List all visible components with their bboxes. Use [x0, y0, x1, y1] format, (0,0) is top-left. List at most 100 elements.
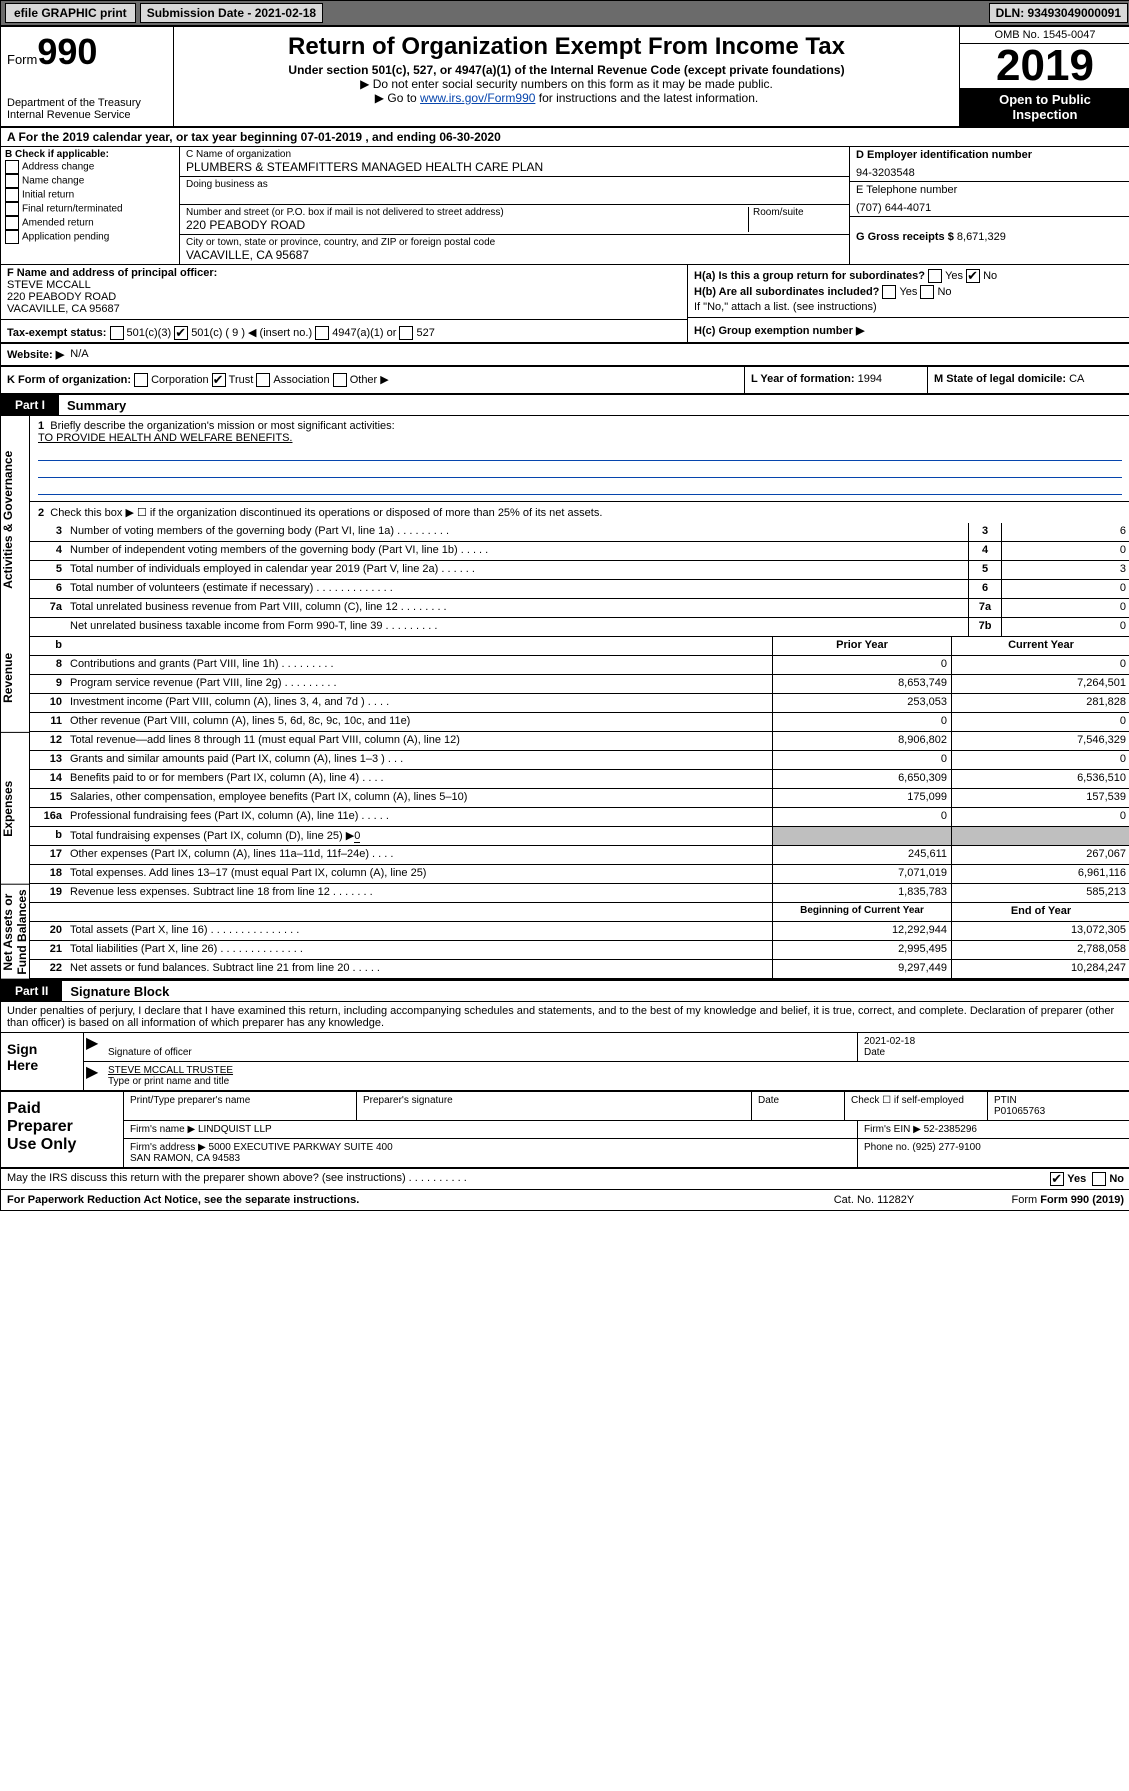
- chk-assoc[interactable]: [256, 373, 270, 387]
- goto-post: for instructions and the latest informat…: [535, 91, 758, 105]
- summary-line: 22Net assets or fund balances. Subtract …: [30, 960, 1129, 979]
- part2-title: Signature Block: [62, 984, 169, 999]
- ha-no[interactable]: [966, 269, 980, 283]
- sig-date: 2021-02-18: [864, 1036, 915, 1047]
- l2-num: 2: [38, 507, 44, 519]
- gross-label: G Gross receipts $: [856, 231, 954, 243]
- o-501c: 501(c) ( 9 ) ◀ (insert no.): [191, 327, 312, 339]
- arrow-icon-2: ▶: [84, 1062, 102, 1090]
- chk-trust[interactable]: [212, 373, 226, 387]
- header-left: Form990 Department of the Treasury Inter…: [1, 27, 174, 126]
- hb-yes[interactable]: [882, 285, 896, 299]
- k-cell: K Form of organization: Corporation Trus…: [1, 367, 745, 393]
- f-label: F Name and address of principal officer:: [7, 267, 681, 279]
- website-value: N/A: [70, 348, 88, 361]
- chk-501c[interactable]: [174, 326, 188, 340]
- phone-cell: E Telephone number (707) 644-4071: [850, 182, 1129, 217]
- perjury-text: Under penalties of perjury, I declare th…: [1, 1002, 1129, 1033]
- nh-prior: Beginning of Current Year: [772, 903, 951, 921]
- nh-current: End of Year: [951, 903, 1129, 921]
- header-center: Return of Organization Exempt From Incom…: [174, 27, 959, 126]
- summary-content: 1 Briefly describe the organization's mi…: [30, 416, 1129, 979]
- room-label: Room/suite: [748, 207, 843, 232]
- chk-pending[interactable]: Application pending: [5, 230, 175, 244]
- chk-501c3[interactable]: [110, 326, 124, 340]
- hb-no[interactable]: [920, 285, 934, 299]
- firm-name-cell: Firm's name ▶ LINDQUIST LLP: [124, 1121, 858, 1138]
- chk-other[interactable]: [333, 373, 347, 387]
- efile-print-button[interactable]: efile GRAPHIC print: [5, 3, 136, 23]
- summary-line: 6Total number of volunteers (estimate if…: [30, 580, 1129, 599]
- chk-address[interactable]: Address change: [5, 160, 175, 174]
- line-1-briefly: 1 Briefly describe the organization's mi…: [30, 416, 1129, 502]
- o-527: 527: [416, 327, 434, 339]
- h-b: H(b) Are all subordinates included? Yes …: [694, 285, 1124, 299]
- sig-date-cell: 2021-02-18Date: [857, 1033, 1129, 1061]
- chk-initial[interactable]: Initial return: [5, 188, 175, 202]
- prep-selfemp-hdr: Check ☐ if self-employed: [845, 1092, 988, 1120]
- sb-revenue: Revenue: [1, 624, 29, 733]
- ha-yes[interactable]: [928, 269, 942, 283]
- print-name-label: Type or print name and title: [108, 1076, 229, 1087]
- i-label: Tax-exempt status:: [7, 327, 106, 339]
- summary-line: 20Total assets (Part X, line 16) . . . .…: [30, 922, 1129, 941]
- discuss-yes[interactable]: [1050, 1172, 1064, 1186]
- ptin-cell: PTINP01065763: [988, 1092, 1129, 1120]
- sig-name-cell: STEVE MCCALL TRUSTEEType or print name a…: [102, 1062, 1129, 1090]
- gross-value: 8,671,329: [957, 231, 1006, 243]
- irs-link[interactable]: www.irs.gov/Form990: [420, 91, 535, 105]
- officer-name: STEVE MCCALL: [7, 279, 681, 291]
- summary-line: 12Total revenue—add lines 8 through 11 (…: [30, 732, 1129, 751]
- nh-blank2: [66, 903, 772, 921]
- sig-date-label: Date: [864, 1047, 885, 1058]
- discuss-no[interactable]: [1092, 1172, 1106, 1186]
- summary-line: 3Number of voting members of the governi…: [30, 523, 1129, 542]
- col-b-checkboxes: B Check if applicable: Address change Na…: [1, 147, 180, 264]
- summary-line: Net unrelated business taxable income fr…: [30, 618, 1129, 637]
- l-cell: L Year of formation: 1994: [745, 367, 928, 393]
- chk-527[interactable]: [399, 326, 413, 340]
- chk-amended[interactable]: Amended return: [5, 216, 175, 230]
- o-4947: 4947(a)(1) or: [332, 327, 396, 339]
- ul-3: [38, 480, 1122, 495]
- summary-line: 19Revenue less expenses. Subtract line 1…: [30, 884, 1129, 903]
- nh-blank1: [30, 903, 66, 921]
- tax-year-text: A For the 2019 calendar year, or tax yea…: [7, 130, 501, 144]
- summary-line: 8Contributions and grants (Part VIII, li…: [30, 656, 1129, 675]
- mission-value: TO PROVIDE HEALTH AND WELFARE BENEFITS.: [38, 432, 292, 444]
- summary-section: Activities & Governance Revenue Expenses…: [1, 416, 1129, 981]
- addr-label: Number and street (or P.O. box if mail i…: [186, 207, 748, 218]
- chk-name[interactable]: Name change: [5, 174, 175, 188]
- h-c: H(c) Group exemption number ▶: [688, 317, 1129, 337]
- chk-4947[interactable]: [315, 326, 329, 340]
- city-value: VACAVILLE, CA 95687: [186, 248, 843, 262]
- summary-line: 11Other revenue (Part VIII, column (A), …: [30, 713, 1129, 732]
- col-d-right: D Employer identification number 94-3203…: [850, 147, 1129, 264]
- part1-title: Summary: [59, 398, 126, 413]
- yh-blank: [66, 637, 772, 655]
- chk-final[interactable]: Final return/terminated: [5, 202, 175, 216]
- header-right: OMB No. 1545-0047 2019 Open to Public In…: [959, 27, 1129, 126]
- ein-label: D Employer identification number: [856, 149, 1124, 161]
- discuss-answer: Yes No: [1050, 1172, 1124, 1186]
- part2-header: Part II Signature Block: [1, 981, 1129, 1002]
- form-title: Return of Organization Exempt From Incom…: [180, 33, 953, 61]
- firm-ein-cell: Firm's EIN ▶ 52-2385296: [858, 1121, 1129, 1138]
- part1-tag: Part I: [1, 395, 59, 415]
- summary-line: 7aTotal unrelated business revenue from …: [30, 599, 1129, 618]
- city-label: City or town, state or province, country…: [186, 237, 843, 248]
- l2-text: Check this box ▶ ☐ if the organization d…: [50, 507, 602, 519]
- officer-print-name: STEVE MCCALL TRUSTEE: [108, 1065, 233, 1076]
- yh-num: b: [30, 637, 66, 655]
- dba-cell: Doing business as: [180, 177, 849, 205]
- summary-line: 21Total liabilities (Part X, line 26) . …: [30, 941, 1129, 960]
- l1-text: Briefly describe the organization's miss…: [50, 420, 394, 432]
- prep-sig-hdr: Preparer's signature: [357, 1092, 752, 1120]
- paid-preparer-block: Paid Preparer Use Only Print/Type prepar…: [1, 1092, 1129, 1169]
- chk-corp[interactable]: [134, 373, 148, 387]
- footer-cat: Cat. No. 11282Y: [794, 1194, 954, 1206]
- addr-cell: Number and street (or P.O. box if mail i…: [180, 205, 849, 235]
- prep-date-hdr: Date: [752, 1092, 845, 1120]
- dept-label: Department of the Treasury Internal Reve…: [7, 97, 167, 121]
- summary-line: 5Total number of individuals employed in…: [30, 561, 1129, 580]
